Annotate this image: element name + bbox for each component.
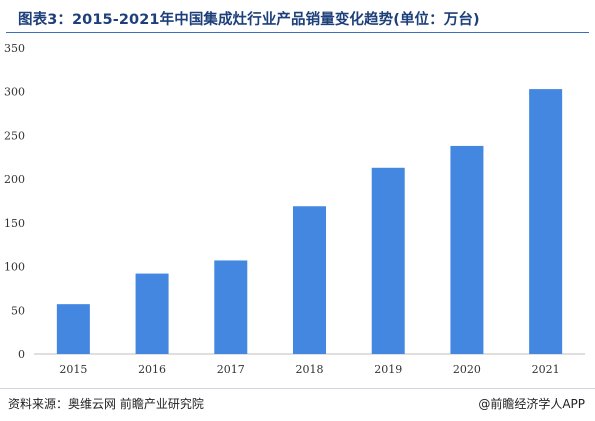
bar-2021 [529,89,563,354]
x-tick-label: 2019 [374,363,402,376]
x-tick-label: 2020 [453,363,481,376]
bar-2020 [450,145,484,354]
credit-note: @前瞻经济学人APP [478,397,585,411]
y-tick-label: 0 [18,348,25,361]
x-axis-ticks: 2015 2016 2017 2018 2019 2020 2021 [59,363,559,376]
x-tick-label: 2018 [296,363,324,376]
source-note: 资料来源：奥维云网 前瞻产业研究院 [8,397,204,411]
y-tick-label: 300 [4,86,25,99]
y-tick-label: 200 [4,173,25,186]
bar-2019 [371,167,405,354]
y-tick-label: 350 [4,42,25,55]
bars [56,89,563,354]
x-tick-label: 2017 [217,363,245,376]
x-tick-label: 2021 [532,363,560,376]
y-axis-ticks: 0 50 100 150 200 250 300 350 [4,42,25,361]
y-tick-label: 50 [11,304,25,317]
footer: 资料来源：奥维云网 前瞻产业研究院 @前瞻经济学人APP [0,388,595,421]
bar-2015 [56,304,90,354]
title-bar: 图表3：2015-2021年中国集成灶行业产品销量变化趋势(单位：万台) [6,6,589,33]
x-tick-label: 2015 [59,363,87,376]
bar-2018 [293,206,326,354]
x-tick-label: 2016 [138,363,166,376]
y-tick-label: 100 [4,261,25,274]
y-tick-label: 250 [4,129,25,142]
y-tick-label: 150 [4,217,25,230]
bar-2017 [214,260,248,354]
bar-2016 [135,273,169,354]
chart-title: 图表3：2015-2021年中国集成灶行业产品销量变化趋势(单位：万台) [18,12,480,28]
